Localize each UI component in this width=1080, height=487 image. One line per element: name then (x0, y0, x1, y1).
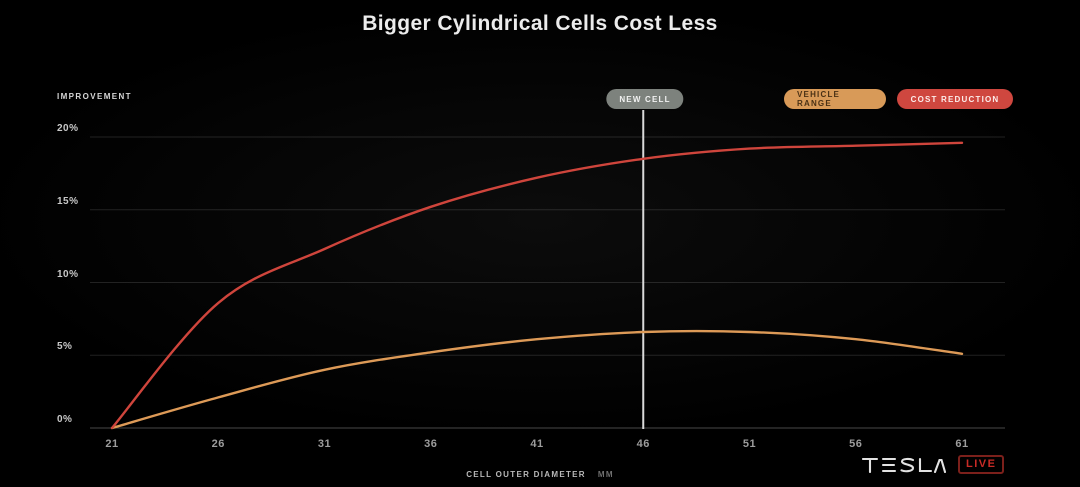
new-cell-badge: NEW CELL (606, 89, 684, 109)
x-tick-31: 31 (317, 438, 332, 450)
chart-title: Bigger Cylindrical Cells Cost Less (362, 12, 718, 35)
legend-vehicle-range: VEHICLE RANGE (784, 89, 886, 109)
x-tick-21: 21 (105, 438, 119, 450)
legend-cost-reduction-label: COST REDUCTION (910, 94, 1000, 104)
y-tick-15%: 15% (57, 195, 79, 207)
new-cell-badge-label: NEW CELL (619, 94, 671, 104)
x-tick-26: 26 (211, 438, 225, 450)
x-tick-56: 56 (849, 438, 863, 450)
live-badge: LIVE (958, 455, 1005, 474)
x-axis-unit: MM (597, 470, 614, 479)
x-tick-41: 41 (530, 438, 544, 450)
y-tick-10%: 10% (57, 268, 79, 280)
x-tick-46: 46 (636, 438, 650, 450)
x-axis-title-text: CELL OUTER DIAMETER (466, 470, 586, 479)
y-tick-5%: 5% (57, 341, 73, 353)
x-tick-36: 36 (424, 438, 438, 450)
tesla-live-brand: LIVE (862, 455, 1005, 474)
curve-cost-reduction (110, 141, 964, 430)
y-tick-20%: 20% (57, 123, 79, 134)
tesla-logo-icon (862, 457, 946, 473)
y-tick-0%: 0% (57, 414, 73, 425)
x-axis-title: CELL OUTER DIAMETER MM (0, 470, 1080, 479)
curve-vehicle-range (110, 329, 964, 430)
legend-vehicle-range-label: VEHICLE RANGE (797, 90, 841, 108)
x-tick-51: 51 (742, 438, 757, 450)
legend-cost-reduction: COST REDUCTION (897, 89, 1013, 109)
x-tick-61: 61 (955, 438, 969, 450)
y-axis-title: IMPROVEMENT (57, 92, 132, 101)
